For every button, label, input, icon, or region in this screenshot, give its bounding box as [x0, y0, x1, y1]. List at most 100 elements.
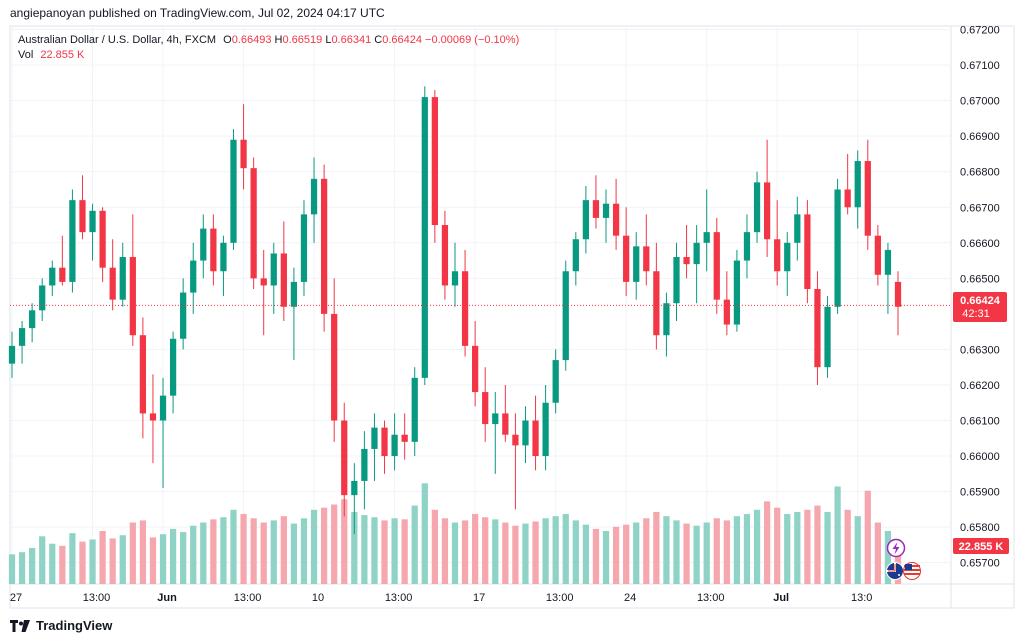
- candle-body[interactable]: [804, 214, 811, 290]
- candle-body[interactable]: [79, 200, 86, 233]
- candle-body[interactable]: [220, 242, 227, 272]
- candle-body[interactable]: [351, 480, 358, 496]
- candle-body[interactable]: [663, 303, 670, 336]
- candle-body[interactable]: [421, 97, 428, 378]
- candle-body[interactable]: [69, 200, 76, 282]
- candle-body[interactable]: [643, 246, 650, 272]
- candles[interactable]: [8, 86, 902, 535]
- tradingview-logo-icon[interactable]: [10, 619, 30, 632]
- symbol-title[interactable]: Australian Dollar / U.S. Dollar, 4h, FXC…: [18, 34, 217, 46]
- candle-body[interactable]: [39, 285, 46, 311]
- australia-flag-icon[interactable]: [886, 562, 904, 580]
- candle-body[interactable]: [824, 306, 831, 368]
- candle-body[interactable]: [411, 377, 418, 442]
- candle-body[interactable]: [290, 281, 298, 307]
- usa-flag-icon[interactable]: [903, 562, 921, 580]
- candle-body[interactable]: [159, 395, 167, 421]
- candle-body[interactable]: [763, 182, 771, 240]
- candle-body[interactable]: [743, 232, 751, 261]
- footer-brand[interactable]: TradingView: [36, 618, 113, 633]
- candle-body[interactable]: [280, 253, 287, 307]
- candle-body[interactable]: [693, 242, 700, 265]
- candle-body[interactable]: [733, 260, 741, 325]
- candle-body[interactable]: [683, 257, 690, 265]
- candle-body[interactable]: [270, 253, 277, 286]
- candle-body[interactable]: [814, 289, 821, 368]
- candle-body[interactable]: [109, 267, 116, 300]
- candle-body[interactable]: [250, 168, 257, 279]
- candle-body[interactable]: [703, 232, 710, 243]
- candle-body[interactable]: [512, 434, 519, 446]
- candle-body[interactable]: [451, 271, 459, 286]
- candle-body[interactable]: [552, 360, 559, 403]
- candle-body[interactable]: [522, 420, 529, 446]
- candle-body[interactable]: [8, 345, 16, 364]
- candle-body[interactable]: [713, 232, 720, 300]
- candle-body[interactable]: [381, 427, 388, 457]
- candle-body[interactable]: [341, 420, 348, 496]
- candle-body[interactable]: [461, 271, 469, 346]
- candle-body[interactable]: [210, 228, 217, 272]
- candle-body[interactable]: [260, 278, 267, 286]
- volume-bar: [290, 523, 298, 584]
- candle-body[interactable]: [602, 203, 610, 218]
- candle-body[interactable]: [240, 139, 247, 169]
- candle-body[interactable]: [441, 225, 449, 286]
- candle-body[interactable]: [119, 257, 126, 300]
- candle-body[interactable]: [542, 402, 549, 457]
- candle-body[interactable]: [623, 235, 630, 282]
- price-axis[interactable]: 0.67200 0.67100 0.67000 0.66900 0.66800 0.667…: [960, 25, 1000, 570]
- candle-body[interactable]: [854, 161, 861, 208]
- candle-body[interactable]: [18, 328, 26, 346]
- candle-body[interactable]: [472, 345, 479, 393]
- candle-body[interactable]: [562, 271, 569, 361]
- candle-body[interactable]: [753, 182, 761, 233]
- candle-body[interactable]: [99, 210, 106, 268]
- candle-body[interactable]: [180, 292, 187, 339]
- candle-body[interactable]: [29, 310, 36, 329]
- candle-body[interactable]: [673, 257, 680, 304]
- candle-body[interactable]: [89, 210, 96, 233]
- candle-body[interactable]: [633, 246, 640, 282]
- candle-body[interactable]: [482, 392, 489, 425]
- candle-body[interactable]: [59, 267, 66, 282]
- candle-body[interactable]: [230, 139, 237, 243]
- candle-body[interactable]: [200, 228, 207, 261]
- candle-body[interactable]: [834, 189, 841, 307]
- candle-body[interactable]: [331, 313, 338, 421]
- candle-body[interactable]: [582, 200, 590, 240]
- candle-body[interactable]: [794, 214, 801, 243]
- candle-body[interactable]: [864, 161, 871, 236]
- candle-body[interactable]: [371, 427, 378, 449]
- candle-body[interactable]: [431, 97, 438, 226]
- candle-body[interactable]: [190, 260, 197, 293]
- lightning-icon[interactable]: [886, 538, 906, 558]
- candle-body[interactable]: [884, 249, 892, 275]
- candle-body[interactable]: [320, 178, 328, 314]
- candle-body[interactable]: [129, 257, 136, 336]
- candle-body[interactable]: [874, 235, 881, 275]
- candle-body[interactable]: [784, 242, 791, 272]
- candle-body[interactable]: [844, 189, 851, 208]
- candle-body[interactable]: [391, 434, 398, 457]
- candle-body[interactable]: [532, 420, 539, 457]
- candle-body[interactable]: [502, 413, 509, 435]
- candle-body[interactable]: [49, 267, 56, 286]
- candle-body[interactable]: [592, 200, 600, 218]
- candle-body[interactable]: [401, 434, 408, 442]
- candle-body[interactable]: [169, 338, 177, 396]
- candle-body[interactable]: [361, 448, 368, 481]
- candle-body[interactable]: [149, 413, 157, 421]
- candle-body[interactable]: [612, 203, 620, 236]
- time-axis[interactable]: 27 13:00 Jun 13:00 10 13:00 17 13:00 24 13:00 Jul 1…: [10, 592, 873, 604]
- candle-body[interactable]: [774, 239, 781, 272]
- candle-body[interactable]: [653, 271, 660, 336]
- volume-label[interactable]: Vol: [18, 49, 34, 61]
- candle-body[interactable]: [139, 335, 147, 414]
- candle-body[interactable]: [894, 281, 902, 307]
- candle-body[interactable]: [572, 239, 579, 272]
- candle-body[interactable]: [310, 178, 318, 215]
- candle-body[interactable]: [300, 214, 308, 282]
- candle-body[interactable]: [723, 299, 730, 325]
- candle-body[interactable]: [492, 413, 499, 425]
